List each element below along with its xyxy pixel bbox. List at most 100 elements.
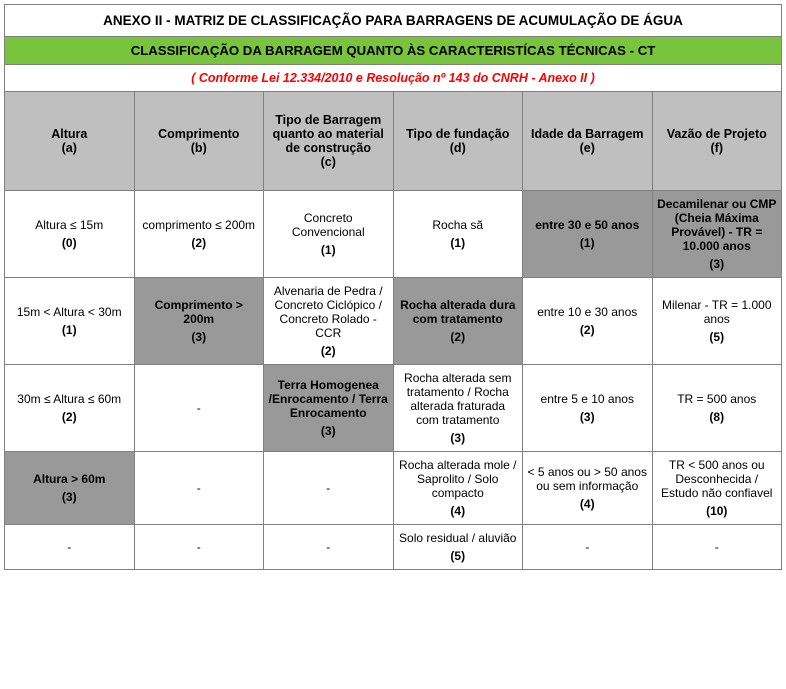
cell-label: Decamilenar ou CMP (Cheia Máxima Prováve… bbox=[657, 197, 778, 253]
cell-label: entre 5 e 10 anos bbox=[527, 392, 648, 406]
table-cell: Terra Homogenea /Enrocamento / Terra Enr… bbox=[264, 365, 394, 452]
table-cell: - bbox=[134, 452, 264, 525]
col-header-sub: (e) bbox=[527, 141, 648, 155]
table-reference: ( Conforme Lei 12.334/2010 e Resolução n… bbox=[5, 65, 782, 92]
table-cell: entre 5 e 10 anos (3) bbox=[523, 365, 653, 452]
cell-score: (2) bbox=[9, 410, 130, 424]
col-header-d: Tipo de fundação (d) bbox=[393, 92, 523, 191]
col-header-label: Altura bbox=[9, 127, 130, 141]
cell-label: Altura > 60m bbox=[9, 472, 130, 486]
col-header-label: Vazão de Projeto bbox=[657, 127, 778, 141]
table-cell: Altura ≤ 15m (0) bbox=[5, 191, 135, 278]
cell-label: Rocha sã bbox=[398, 218, 519, 232]
table-cell: - bbox=[134, 365, 264, 452]
cell-label: Comprimento > 200m bbox=[139, 298, 260, 326]
table-cell: Concreto Convencional (1) bbox=[264, 191, 394, 278]
col-header-label: Tipo de fundação bbox=[398, 127, 519, 141]
cell-score: (3) bbox=[139, 330, 260, 344]
col-header-sub: (f) bbox=[657, 141, 778, 155]
table-cell: TR < 500 anos ou Desconhecida / Estudo n… bbox=[652, 452, 782, 525]
cell-label: - bbox=[268, 540, 389, 554]
cell-score: (1) bbox=[398, 236, 519, 250]
col-header-c: Tipo de Barragem quanto ao material de c… bbox=[264, 92, 394, 191]
cell-label: - bbox=[268, 481, 389, 495]
cell-label: Terra Homogenea /Enrocamento / Terra Enr… bbox=[268, 378, 389, 420]
col-header-label: Comprimento bbox=[139, 127, 260, 141]
col-header-f: Vazão de Projeto (f) bbox=[652, 92, 782, 191]
cell-label: Milenar - TR = 1.000 anos bbox=[657, 298, 778, 326]
subtitle-row: CLASSIFICAÇÃO DA BARRAGEM QUANTO ÀS CARA… bbox=[5, 37, 782, 65]
table-cell: Solo residual / aluvião(5) bbox=[393, 525, 523, 570]
table-cell: - bbox=[264, 525, 394, 570]
cell-score: (0) bbox=[9, 236, 130, 250]
cell-score: (3) bbox=[527, 410, 648, 424]
col-header-sub: (c) bbox=[268, 155, 389, 169]
cell-score: (2) bbox=[398, 330, 519, 344]
cell-score: (10) bbox=[657, 504, 778, 518]
table-cell: 15m < Altura < 30m (1) bbox=[5, 278, 135, 365]
cell-label: Concreto Convencional bbox=[268, 211, 389, 239]
cell-score: (3) bbox=[268, 424, 389, 438]
cell-label: - bbox=[657, 540, 778, 554]
table-cell: entre 10 e 30 anos(2) bbox=[523, 278, 653, 365]
table-cell: - bbox=[652, 525, 782, 570]
table-row: ---Solo residual / aluvião(5)-- bbox=[5, 525, 782, 570]
cell-label: Altura ≤ 15m bbox=[9, 218, 130, 232]
cell-score: (8) bbox=[657, 410, 778, 424]
col-header-a: Altura (a) bbox=[5, 92, 135, 191]
table-row: 30m ≤ Altura ≤ 60m (2)-Terra Homogenea /E… bbox=[5, 365, 782, 452]
cell-label: - bbox=[527, 540, 648, 554]
table-row: Altura > 60m(3)--Rocha alterada mole / S… bbox=[5, 452, 782, 525]
cell-label: comprimento ≤ 200m bbox=[139, 218, 260, 232]
col-header-sub: (a) bbox=[9, 141, 130, 155]
title-row: ANEXO II - MATRIZ DE CLASSIFICAÇÃO PARA … bbox=[5, 5, 782, 37]
cell-score: (5) bbox=[657, 330, 778, 344]
cell-label: Rocha alterada dura com tratamento bbox=[398, 298, 519, 326]
table-cell: TR = 500 anos (8) bbox=[652, 365, 782, 452]
cell-label: - bbox=[9, 540, 130, 554]
cell-label: TR = 500 anos bbox=[657, 392, 778, 406]
col-header-e: Idade da Barragem (e) bbox=[523, 92, 653, 191]
col-header-sub: (d) bbox=[398, 141, 519, 155]
table-row: 15m < Altura < 30m (1) Comprimento > 200m (… bbox=[5, 278, 782, 365]
cell-score: (2) bbox=[139, 236, 260, 250]
cell-label: Rocha alterada mole / Saprolito / Solo c… bbox=[398, 458, 519, 500]
cell-label: < 5 anos ou > 50 anos ou sem informação bbox=[527, 465, 648, 493]
cell-label: Alvenaria de Pedra / Concreto Ciclópico … bbox=[268, 284, 389, 340]
table-subtitle: CLASSIFICAÇÃO DA BARRAGEM QUANTO ÀS CARA… bbox=[5, 37, 782, 65]
cell-score: (1) bbox=[9, 323, 130, 337]
table-cell: Comprimento > 200m (3) bbox=[134, 278, 264, 365]
cell-score: (1) bbox=[268, 243, 389, 257]
table-cell: - bbox=[134, 525, 264, 570]
table-cell: - bbox=[523, 525, 653, 570]
cell-label: 15m < Altura < 30m bbox=[9, 305, 130, 319]
cell-score: (2) bbox=[527, 323, 648, 337]
cell-label: - bbox=[139, 401, 260, 415]
table-cell: Rocha alterada sem tratamento / Rocha al… bbox=[393, 365, 523, 452]
table-cell: Altura > 60m (3) bbox=[5, 452, 135, 525]
col-header-label: Tipo de Barragem quanto ao material de c… bbox=[268, 113, 389, 155]
cell-score: (4) bbox=[398, 504, 519, 518]
cell-label: entre 30 e 50 anos bbox=[527, 218, 648, 232]
cell-label: Rocha alterada sem tratamento / Rocha al… bbox=[398, 371, 519, 427]
cell-score: (3) bbox=[398, 431, 519, 445]
table-cell: Rocha alterada mole / Saprolito / Solo c… bbox=[393, 452, 523, 525]
table-cell: - bbox=[264, 452, 394, 525]
cell-score: (2) bbox=[268, 344, 389, 358]
table-cell: comprimento ≤ 200m (2) bbox=[134, 191, 264, 278]
cell-label: 30m ≤ Altura ≤ 60m bbox=[9, 392, 130, 406]
table-row: Altura ≤ 15m (0) comprimento ≤ 200m (2) Conc… bbox=[5, 191, 782, 278]
col-header-b: Comprimento (b) bbox=[134, 92, 264, 191]
table-cell: Alvenaria de Pedra / Concreto Ciclópico … bbox=[264, 278, 394, 365]
col-header-sub: (b) bbox=[139, 141, 260, 155]
table-body: Altura ≤ 15m (0) comprimento ≤ 200m (2) Conc… bbox=[5, 191, 782, 570]
cell-label: - bbox=[139, 540, 260, 554]
reference-row: ( Conforme Lei 12.334/2010 e Resolução n… bbox=[5, 65, 782, 92]
cell-score: (3) bbox=[657, 257, 778, 271]
table-cell: Rocha alterada dura com tratamento (2) bbox=[393, 278, 523, 365]
cell-score: (3) bbox=[9, 490, 130, 504]
cell-score: (5) bbox=[398, 549, 519, 563]
table-cell: < 5 anos ou > 50 anos ou sem informação(… bbox=[523, 452, 653, 525]
header-row: Altura (a) Comprimento (b) Tipo de Barra… bbox=[5, 92, 782, 191]
cell-label: - bbox=[139, 481, 260, 495]
